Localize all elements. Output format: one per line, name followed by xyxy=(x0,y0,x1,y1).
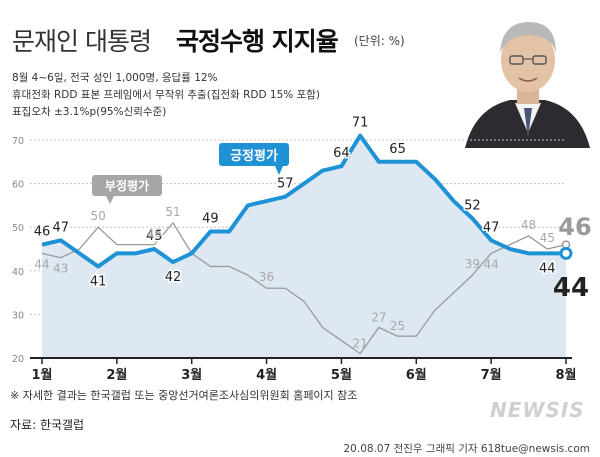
positive-data-label: 49 xyxy=(202,212,219,227)
x-axis: 1월2월3월4월5월6월7월8월1주 xyxy=(30,357,577,380)
y-tick-label: 60 xyxy=(12,180,24,191)
credit: 20.08.07 전진우 그래픽 기자 618tue@newsis.com xyxy=(343,443,591,455)
negative-data-label: 51 xyxy=(165,205,180,219)
positive-data-label: 64 xyxy=(333,146,350,161)
source: 자료: 한국갤럽 xyxy=(10,418,85,432)
positive-data-label: 71 xyxy=(352,116,369,131)
positive-data-label: 44 xyxy=(539,261,556,276)
x-tick-label: 4월 xyxy=(256,367,277,380)
negative-data-label: 50 xyxy=(91,209,106,223)
survey-info-line: 표집오차 ±3.1%p(95%신뢰수준) xyxy=(12,106,167,118)
x-tick-label: 6월 xyxy=(406,367,427,380)
positive-area-fill xyxy=(42,135,566,358)
negative-data-label: 43 xyxy=(53,262,68,276)
survey-info-line: 휴대전화 RDD 표본 프레임에서 무작위 추출(집전화 RDD 15% 포함) xyxy=(12,89,321,101)
negative-data-label: 48 xyxy=(521,218,536,232)
callout-positive-label: 긍정평가 xyxy=(230,148,278,164)
positive-data-label: 46 xyxy=(34,225,51,240)
footnote: ※ 자세한 결과는 한국갤럽 또는 중앙선거여론조사심의위원회 홈페이지 참조 xyxy=(10,389,358,402)
positive-data-label: 41 xyxy=(90,274,107,289)
negative-data-label: 46 xyxy=(147,227,162,241)
x-tick-label: 1월 xyxy=(31,367,52,380)
positive-series xyxy=(41,133,573,269)
x-tick-label: 5월 xyxy=(331,367,352,380)
positive-data-label: 47 xyxy=(52,220,69,235)
negative-data-label: 44 xyxy=(484,257,499,271)
x-tick-label: 7월 xyxy=(481,367,502,380)
positive-data-label: 45 xyxy=(146,229,163,244)
positive-line xyxy=(41,133,566,269)
x-tick-label: 2월 xyxy=(106,367,127,380)
positive-end-point xyxy=(559,246,573,260)
x-tick-label: 3월 xyxy=(181,367,202,380)
positive-data-label: 42 xyxy=(165,270,182,285)
negative-data-label: 39 xyxy=(465,257,480,271)
president-photo xyxy=(455,8,600,148)
approval-area xyxy=(42,135,566,358)
y-tick-label: 20 xyxy=(12,354,24,365)
negative-data-label: 44 xyxy=(34,257,49,271)
y-tick-label: 70 xyxy=(12,136,24,147)
negative-data-label: 36 xyxy=(259,270,274,284)
positive-data-label: 65 xyxy=(389,142,406,157)
negative-line xyxy=(41,221,567,355)
x-tick-label: 8월 xyxy=(555,367,576,380)
positive-data-label: 52 xyxy=(464,198,481,213)
positive-data-label: 47 xyxy=(483,220,500,235)
final-negative-value: 46 xyxy=(558,213,591,241)
page-title: 문재인 대통령 xyxy=(12,27,152,56)
callout-positive: 긍정평가 xyxy=(219,143,289,175)
negative-data-label: 45 xyxy=(540,231,555,245)
final-positive-value: 44 xyxy=(553,273,589,303)
negative-data-label: 27 xyxy=(371,310,386,324)
callout-negative-label: 부정평가 xyxy=(105,178,149,193)
negative-data-label: 21 xyxy=(353,337,368,351)
y-tick-label: 30 xyxy=(12,310,24,321)
negative-data-label: 25 xyxy=(390,319,405,333)
unit-label: (단위: %) xyxy=(354,34,405,48)
callout-negative: 부정평가 xyxy=(92,175,162,204)
page-title-bold: 국정수행 지지율 xyxy=(176,27,339,56)
y-tick-label: 40 xyxy=(12,267,24,278)
positive-data-label: 57 xyxy=(277,177,294,192)
y-tick-label: 50 xyxy=(12,223,24,234)
survey-info-line: 8월 4~6일, 전국 성인 1,000명, 응답률 12% xyxy=(12,72,218,84)
watermark: NEWSIS xyxy=(490,398,585,422)
